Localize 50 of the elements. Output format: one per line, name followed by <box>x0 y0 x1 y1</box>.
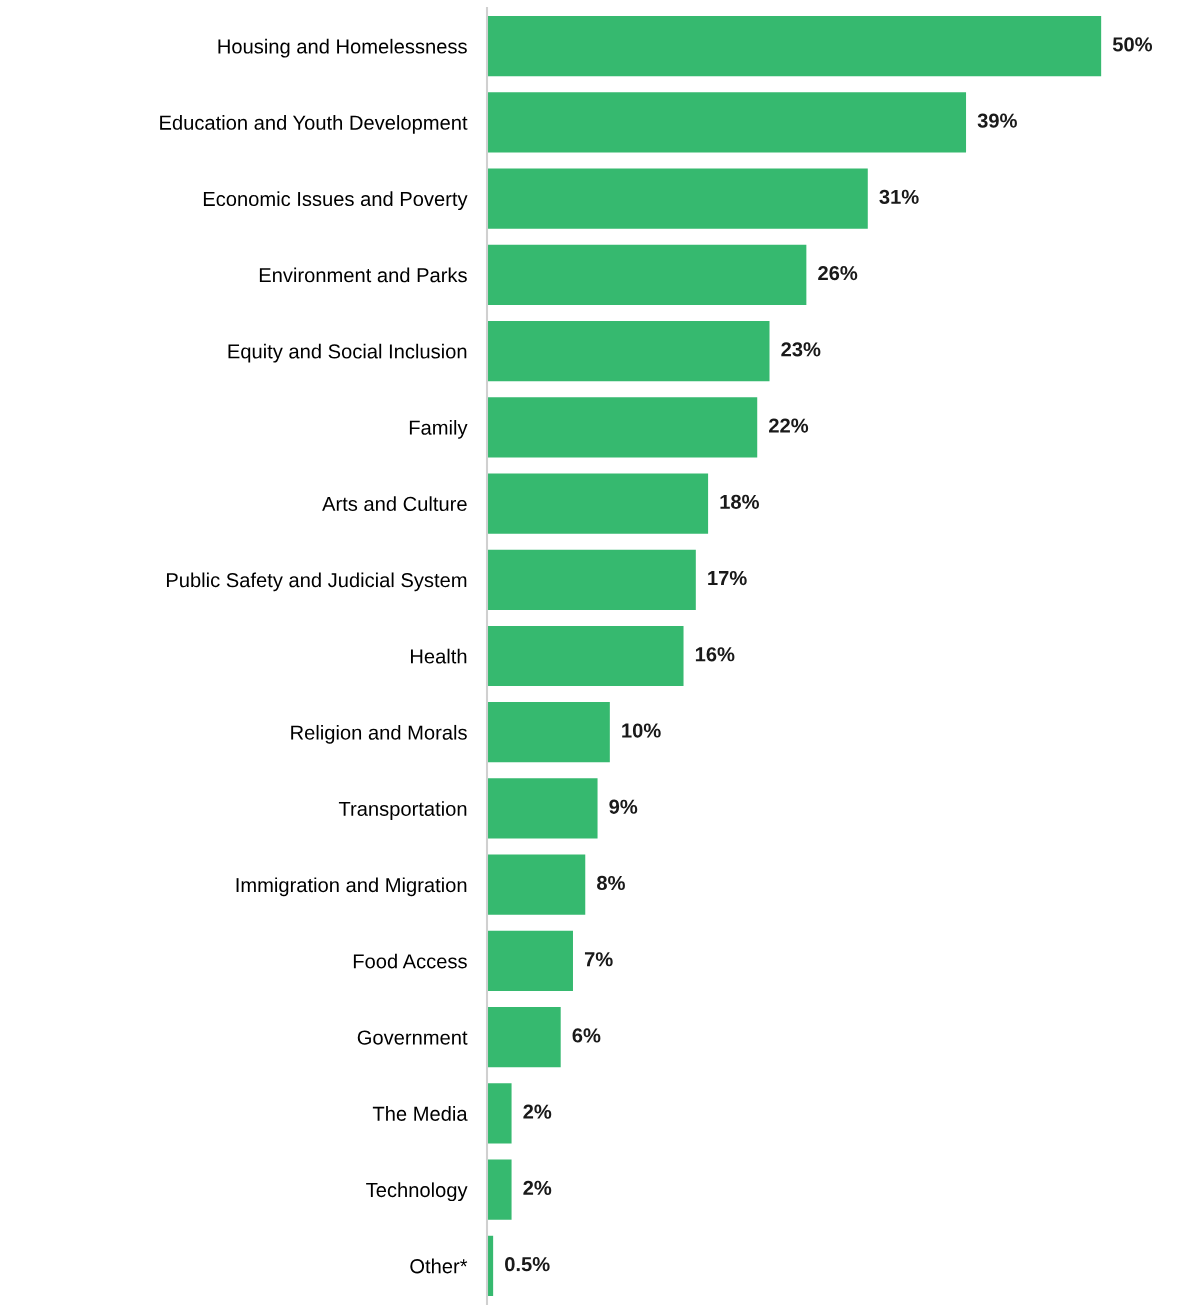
bar <box>487 168 868 229</box>
bar <box>487 244 807 305</box>
y-tick-label: Housing and Homelessness <box>218 38 467 58</box>
data-label: 50% <box>1112 37 1153 52</box>
y-tick-label: Arts and Culture <box>322 496 467 512</box>
data-label: 39% <box>977 113 1017 128</box>
data-label: 9% <box>609 799 638 814</box>
bar <box>487 930 573 992</box>
y-tick-label: Technology <box>366 1182 468 1202</box>
bar <box>487 778 598 839</box>
data-label: 18% <box>720 494 759 509</box>
bar <box>487 1083 512 1144</box>
bar <box>487 320 770 382</box>
y-tick-label: Health <box>411 648 467 664</box>
data-label: 31% <box>879 189 919 205</box>
data-label: 26% <box>818 265 858 281</box>
bar <box>487 702 610 763</box>
y-tick-label: Immigration and Migration <box>236 877 467 897</box>
data-label: 23% <box>781 342 821 357</box>
y-tick-label: Family <box>409 420 468 439</box>
y-tick-label: Education and Youth Development <box>160 115 468 134</box>
y-tick-label: Food Access <box>353 953 467 969</box>
bar <box>487 625 684 687</box>
bar <box>487 1007 561 1068</box>
y-tick-label: Other* <box>410 1258 468 1274</box>
bar <box>487 92 967 153</box>
y-tick-label: Public Safety and Judicial System <box>166 572 467 592</box>
data-label: 2% <box>523 1104 552 1119</box>
bar <box>487 473 709 534</box>
bar <box>487 549 696 610</box>
bar <box>487 854 586 915</box>
data-label: 6% <box>572 1028 601 1043</box>
bar <box>487 16 1102 77</box>
y-tick-label: Government <box>357 1030 468 1045</box>
data-label: 7% <box>584 952 613 967</box>
y-tick-label: Economic Issues and Poverty <box>203 191 468 211</box>
data-label: 2% <box>523 1180 552 1196</box>
y-tick-label: The Media <box>372 1106 468 1121</box>
data-label: 0.5% <box>505 1257 550 1272</box>
bar <box>487 397 758 458</box>
data-label: 17% <box>708 570 747 586</box>
y-tick-label: Transportation <box>338 801 467 820</box>
data-label: 8% <box>597 875 625 891</box>
bar <box>487 1159 512 1220</box>
data-label: 10% <box>622 723 661 738</box>
data-label: 16% <box>695 647 735 662</box>
y-tick-label: Equity and Social Inclusion <box>228 343 467 363</box>
data-label: 22% <box>769 418 809 433</box>
y-tick-label: Environment and Parks <box>259 267 467 283</box>
y-tick-label: Religion and Morals <box>291 724 467 744</box>
